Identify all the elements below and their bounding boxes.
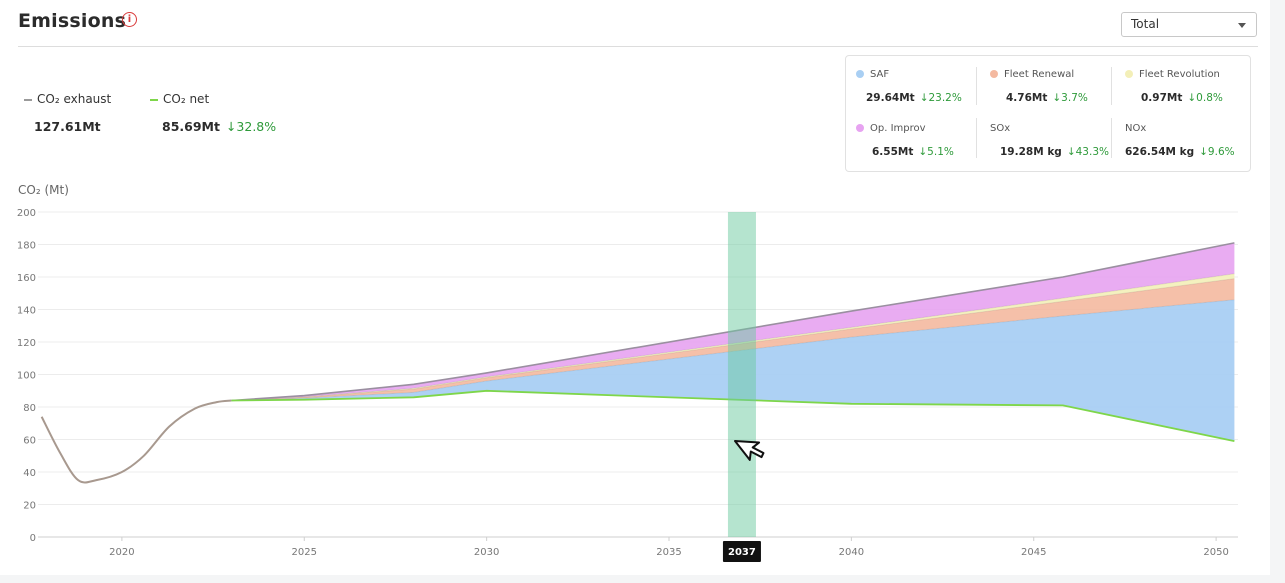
legend-exhaust-swatch xyxy=(24,98,32,101)
legend-net-swatch xyxy=(150,98,158,101)
legend-exhaust-label: CO₂ exhaust xyxy=(37,92,112,106)
legend-net-value: 85.69Mt xyxy=(162,119,220,134)
stat-op-improv-change: ↓5.1% xyxy=(918,146,954,158)
x-tick-label: 2020 xyxy=(109,547,134,558)
stat-op-improv: Op. Improv 6.55Mt ↓5.1% xyxy=(856,123,984,169)
x-tick-label: 2035 xyxy=(656,547,681,558)
stats-separator xyxy=(1111,67,1112,105)
stat-op-improv-value: 6.55Mt xyxy=(872,146,914,158)
highlight-year-label: 2037 xyxy=(728,547,756,558)
x-tick-label: 2050 xyxy=(1203,547,1228,558)
chart-overlay: 2037 xyxy=(722,212,761,562)
x-tick-label: 2040 xyxy=(839,547,864,558)
y-tick-label: 120 xyxy=(17,338,36,349)
stat-fleet-renewal-dot xyxy=(990,70,998,78)
stat-fleet-revolution-label: Fleet Revolution xyxy=(1139,69,1220,80)
stat-saf-change: ↓23.2% xyxy=(919,92,962,104)
y-tick-label: 160 xyxy=(17,273,36,284)
stat-saf-value: 29.64Mt xyxy=(866,92,915,104)
header-divider xyxy=(18,46,1258,47)
y-tick-label: 140 xyxy=(17,306,36,317)
series-line-co2-net xyxy=(231,389,1235,442)
x-tick-label: 2045 xyxy=(1021,547,1046,558)
stats-separator xyxy=(1111,118,1112,158)
info-circle-icon[interactable]: i xyxy=(122,12,137,27)
stat-fleet-renewal-label: Fleet Renewal xyxy=(1004,69,1075,80)
y-tick-label: 60 xyxy=(23,436,36,447)
stat-saf-label: SAF xyxy=(870,69,890,80)
series-line-op-improv xyxy=(231,242,1235,402)
stat-sox: SOx 19.28M kg ↓43.3% xyxy=(990,123,1118,169)
legend-net-label: CO₂ net xyxy=(163,92,210,106)
stat-fleet-revolution-value: 0.97Mt xyxy=(1141,92,1183,104)
stat-nox-change: ↓9.6% xyxy=(1199,146,1235,158)
stat-fleet-revolution-change: ↓0.8% xyxy=(1187,92,1223,104)
stat-nox-value: 626.54M kg xyxy=(1125,146,1195,158)
legend-net-change: ↓32.8% xyxy=(225,119,277,134)
stat-sox-label: SOx xyxy=(990,123,1011,134)
x-tick-label: 2025 xyxy=(292,547,317,558)
view-select-value: Total xyxy=(1131,17,1160,31)
stats-separator xyxy=(976,67,977,105)
y-tick-label: 80 xyxy=(23,403,36,414)
view-select[interactable]: Total xyxy=(1121,12,1257,37)
stat-fleet-renewal-value: 4.76Mt xyxy=(1006,92,1048,104)
stat-fleet-renewal-change: ↓3.7% xyxy=(1052,92,1088,104)
y-tick-label: 100 xyxy=(17,371,36,382)
legend-exhaust-value: 127.61Mt xyxy=(34,119,101,134)
legend-net[interactable]: CO₂ net xyxy=(150,92,209,106)
y-tick-label: 20 xyxy=(23,501,36,512)
series-line-saf xyxy=(231,299,1235,401)
y-tick-label: 0 xyxy=(30,533,36,544)
stat-sox-value: 19.28M kg xyxy=(1000,146,1062,158)
stats-box: SAF 29.64Mt ↓23.2% Fleet Renewal 4.76Mt ↓3… xyxy=(845,55,1251,172)
y-tick-label: 180 xyxy=(17,241,36,252)
stat-nox-label: NOx xyxy=(1125,123,1147,134)
y-tick-label: 40 xyxy=(23,468,36,479)
stats-separator xyxy=(976,118,977,158)
series-line-fleet-revolution xyxy=(231,273,1235,401)
cursor-icon xyxy=(734,440,765,461)
chart-lines xyxy=(40,242,1235,484)
series-line-fleet-renewal xyxy=(231,278,1235,401)
stat-fleet-renewal: Fleet Renewal 4.76Mt ↓3.7% xyxy=(990,69,1118,115)
stat-fleet-revolution: Fleet Revolution 0.97Mt ↓0.8% xyxy=(1125,69,1253,115)
stat-saf-dot xyxy=(856,70,864,78)
y-axis-label: CO₂ (Mt) xyxy=(18,183,69,197)
legend-net-value-wrap: 85.69Mt ↓32.8% xyxy=(162,119,276,134)
stat-fleet-revolution-dot xyxy=(1125,70,1133,78)
stat-op-improv-dot xyxy=(856,124,864,132)
stat-op-improv-label: Op. Improv xyxy=(870,123,926,134)
highlight-band[interactable] xyxy=(727,212,756,537)
page-title: Emissions xyxy=(18,10,127,32)
highlight-year-badge xyxy=(722,541,761,562)
x-tick-label: 2030 xyxy=(474,547,499,558)
stat-saf: SAF 29.64Mt ↓23.2% xyxy=(856,69,984,115)
chevron-down-icon xyxy=(1238,23,1246,28)
y-tick-label: 200 xyxy=(17,208,36,219)
series-line-history xyxy=(40,399,232,484)
stat-sox-change: ↓43.3% xyxy=(1066,146,1109,158)
legend-exhaust[interactable]: CO₂ exhaust xyxy=(24,92,111,106)
stat-nox: NOx 626.54M kg ↓9.6% xyxy=(1125,123,1253,169)
